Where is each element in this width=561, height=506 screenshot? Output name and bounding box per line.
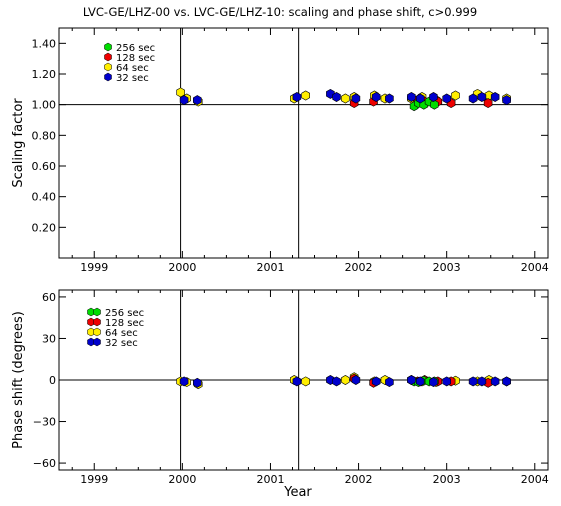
- legend-marker: [104, 72, 112, 82]
- data-point: [179, 95, 189, 106]
- data-point: [193, 95, 202, 106]
- data-point: [468, 376, 478, 387]
- x-tick-label: 2000: [168, 261, 196, 274]
- data-point: [407, 375, 416, 385]
- data-point: [371, 376, 381, 387]
- data-point: [407, 92, 416, 102]
- y-tick-label: −60: [33, 457, 56, 470]
- data-point: [490, 92, 500, 102]
- data-point: [179, 376, 189, 387]
- data-point: [301, 376, 311, 387]
- data-point: [502, 95, 511, 106]
- y-tick-label: 60: [42, 291, 56, 304]
- data-point: [332, 376, 341, 387]
- legend-marker: [104, 62, 112, 72]
- legend-label: 256 sec: [116, 43, 155, 54]
- data-point: [351, 93, 361, 104]
- y-tick-label: 0.40: [32, 191, 57, 204]
- x-tick-label: 2002: [345, 473, 373, 486]
- y-tick-label: 0.80: [32, 129, 57, 142]
- y-tick-label: 30: [42, 332, 56, 345]
- legend-marker: [93, 307, 101, 317]
- data-point: [477, 92, 487, 102]
- data-point: [442, 93, 452, 104]
- y-tick-label: 1.40: [32, 37, 57, 50]
- x-tick-label: 2000: [168, 473, 196, 486]
- x-tick-label: 2002: [345, 261, 373, 274]
- data-point: [430, 99, 439, 110]
- legend-marker: [104, 42, 112, 52]
- scaling-factor-panel: 1999 2000 2001 2002 2003 2004 0.20 0.40 0.60 0.80…: [11, 27, 549, 274]
- data-point: [468, 93, 478, 104]
- legend-label: 32 sec: [116, 73, 149, 84]
- y-tick-label: 1.20: [32, 68, 57, 81]
- data-point: [332, 92, 341, 102]
- legend-label: 64 sec: [116, 63, 149, 74]
- data-point: [292, 376, 302, 387]
- data-point: [429, 92, 438, 102]
- data-point: [415, 93, 425, 104]
- data-point: [502, 376, 511, 387]
- legend-label: 64 sec: [105, 328, 138, 339]
- data-point: [385, 377, 394, 388]
- legend-marker: [104, 52, 112, 62]
- data-point: [483, 98, 493, 109]
- data-point: [415, 376, 425, 387]
- x-tick-label: 2001: [256, 261, 284, 274]
- x-axis-label: Year: [283, 485, 312, 500]
- x-tick-label: 2004: [521, 261, 549, 274]
- data-point: [292, 92, 302, 102]
- x-tick-label: 2003: [433, 261, 461, 274]
- legend-label: 256 sec: [105, 308, 144, 319]
- data-point: [477, 376, 487, 387]
- data-point: [490, 376, 500, 387]
- chart-title: LVC-GE/LHZ-00 vs. LVC-GE/LHZ-10: scaling…: [83, 5, 477, 19]
- legend-label: 128 sec: [105, 318, 144, 329]
- y-tick-label: 0: [49, 374, 56, 387]
- data-point: [301, 90, 311, 101]
- y-tick-label: 0.60: [32, 160, 57, 173]
- data-point: [176, 87, 185, 98]
- y-tick-label: 0.20: [32, 221, 57, 234]
- data-point: [451, 90, 460, 101]
- phase-shift-panel: 1999 2000 2001 2002 2003 2004 −60 −30 0 30 60 Phase…: [11, 289, 549, 486]
- data-point: [371, 92, 381, 102]
- data-point: [193, 377, 202, 388]
- data-point: [429, 377, 438, 388]
- y-tick-label: −30: [33, 416, 56, 429]
- plot-frame: [58, 27, 549, 259]
- y-axis-label: Phase shift (degrees): [11, 311, 26, 449]
- data-point: [442, 376, 452, 387]
- x-tick-label: 1999: [80, 473, 108, 486]
- x-tick-label: 1999: [80, 261, 108, 274]
- legend-marker: [93, 317, 101, 327]
- y-tick-label: 1.00: [32, 99, 57, 112]
- x-tick-label: 2003: [433, 473, 461, 486]
- data-point: [341, 93, 350, 104]
- legend-marker: [93, 327, 101, 337]
- y-axis-label: Scaling factor: [11, 98, 26, 188]
- data-point: [351, 375, 361, 385]
- legend-label: 128 sec: [116, 53, 155, 64]
- legend-marker: [93, 337, 101, 347]
- data-point: [341, 375, 350, 385]
- data-point: [385, 93, 394, 104]
- x-tick-label: 2001: [256, 473, 284, 486]
- legend-label: 32 sec: [105, 338, 138, 349]
- x-tick-label: 2004: [521, 473, 549, 486]
